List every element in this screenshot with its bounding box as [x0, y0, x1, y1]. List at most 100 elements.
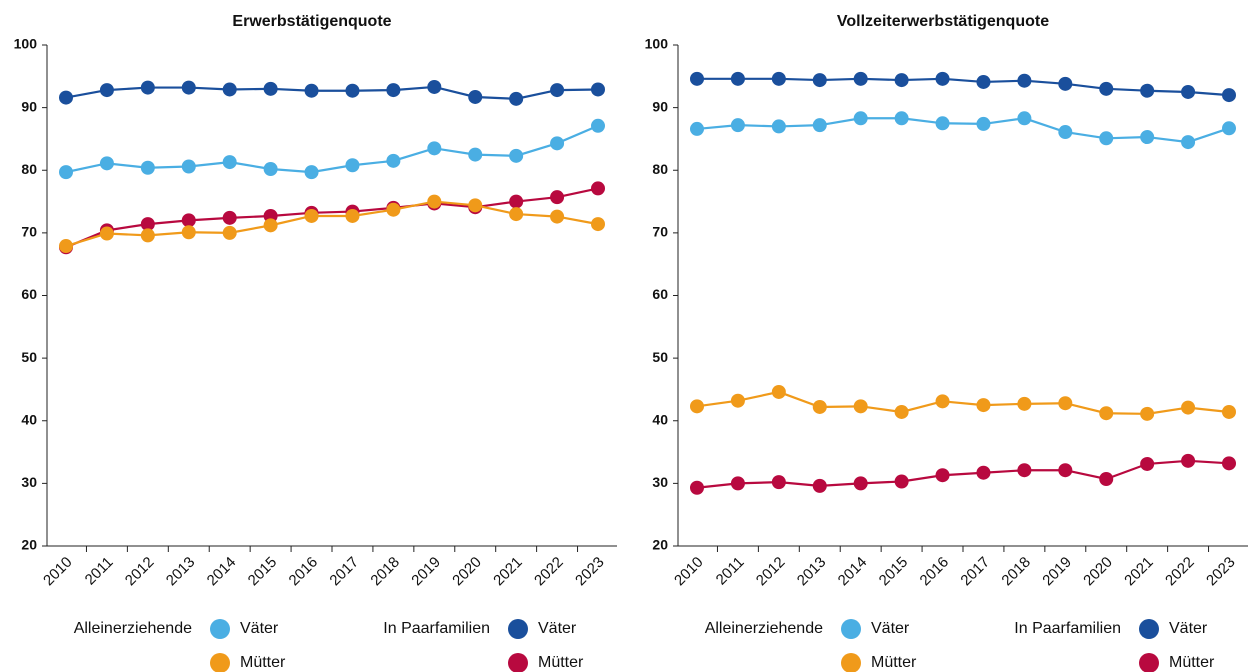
- point: [1140, 130, 1155, 145]
- x-tick-label: 2019: [1039, 554, 1075, 590]
- point: [99, 83, 114, 98]
- y-tick-label: 70: [652, 224, 668, 240]
- point: [894, 474, 909, 489]
- point: [935, 394, 950, 409]
- point: [181, 225, 196, 240]
- legend-swatch: [841, 619, 861, 639]
- y-tick-label: 90: [21, 98, 37, 114]
- chart-title: Erwerbstätigenquote: [232, 13, 391, 30]
- y-tick-label: 60: [21, 286, 37, 302]
- point: [771, 119, 786, 134]
- point: [812, 118, 827, 133]
- point: [468, 198, 483, 213]
- point: [976, 116, 991, 131]
- point: [591, 217, 605, 232]
- point: [1017, 73, 1032, 88]
- x-tick-label: 2021: [1121, 554, 1157, 590]
- point: [263, 81, 278, 96]
- point: [976, 74, 991, 89]
- legend-group: In Paarfamilien: [383, 620, 490, 637]
- point: [263, 161, 278, 176]
- x-tick-label: 2015: [876, 554, 912, 590]
- y-tick-label: 100: [645, 36, 669, 52]
- point: [591, 82, 605, 97]
- point: [509, 207, 524, 222]
- point: [894, 111, 909, 126]
- legend-group: Alleinerziehende: [74, 620, 192, 637]
- point: [1058, 76, 1073, 91]
- point: [222, 225, 237, 240]
- legend-swatch: [508, 619, 528, 639]
- point: [99, 226, 114, 241]
- point: [1017, 111, 1032, 126]
- point: [1099, 471, 1114, 486]
- point: [59, 90, 73, 105]
- legend-swatch: [210, 653, 230, 672]
- point: [812, 73, 827, 88]
- point: [1181, 135, 1196, 150]
- point: [181, 80, 196, 95]
- x-tick-label: 2022: [531, 554, 567, 590]
- point: [690, 480, 704, 495]
- point: [386, 153, 401, 168]
- point: [550, 136, 565, 151]
- y-tick-label: 100: [14, 36, 38, 52]
- point: [853, 71, 868, 86]
- point: [1017, 396, 1032, 411]
- x-tick-label: 2013: [163, 554, 199, 590]
- point: [1181, 453, 1196, 468]
- point: [1058, 125, 1073, 140]
- point: [509, 148, 524, 163]
- point: [427, 141, 442, 156]
- point: [812, 478, 827, 493]
- point: [304, 208, 319, 223]
- point: [140, 217, 155, 232]
- point: [853, 476, 868, 491]
- legend-label: Mütter: [1169, 654, 1215, 671]
- point: [935, 71, 950, 86]
- point: [730, 476, 745, 491]
- point: [386, 83, 401, 98]
- y-tick-label: 80: [652, 161, 668, 177]
- point: [550, 83, 565, 98]
- point: [222, 82, 237, 97]
- point: [730, 393, 745, 408]
- x-tick-label: 2012: [122, 554, 158, 590]
- point: [509, 91, 524, 106]
- point: [1222, 404, 1236, 419]
- point: [771, 384, 786, 399]
- x-tick-label: 2012: [753, 554, 789, 590]
- y-tick-label: 90: [652, 98, 668, 114]
- point: [550, 209, 565, 224]
- point: [1017, 463, 1032, 478]
- point: [935, 116, 950, 131]
- point: [386, 202, 401, 217]
- point: [1222, 456, 1236, 471]
- point: [345, 158, 360, 173]
- legend-label: Väter: [240, 620, 279, 637]
- point: [59, 239, 73, 254]
- y-tick-label: 20: [652, 537, 668, 553]
- x-tick-label: 2020: [449, 554, 485, 590]
- x-tick-label: 2018: [998, 554, 1034, 590]
- legend-swatch: [1139, 653, 1159, 672]
- y-tick-label: 20: [21, 537, 37, 553]
- y-tick-label: 80: [21, 161, 37, 177]
- point: [1222, 121, 1236, 136]
- x-tick-label: 2023: [1203, 554, 1239, 590]
- x-tick-label: 2010: [671, 554, 707, 590]
- legend-swatch: [508, 653, 528, 672]
- x-tick-label: 2017: [957, 554, 993, 590]
- x-tick-label: 2016: [917, 554, 953, 590]
- x-tick-label: 2018: [367, 554, 403, 590]
- x-tick-label: 2011: [82, 554, 117, 589]
- point: [894, 404, 909, 419]
- point: [771, 71, 786, 86]
- point: [591, 181, 605, 196]
- point: [1058, 463, 1073, 478]
- point: [304, 165, 319, 180]
- point: [345, 83, 360, 98]
- point: [771, 475, 786, 490]
- point: [140, 160, 155, 175]
- x-tick-label: 2013: [794, 554, 830, 590]
